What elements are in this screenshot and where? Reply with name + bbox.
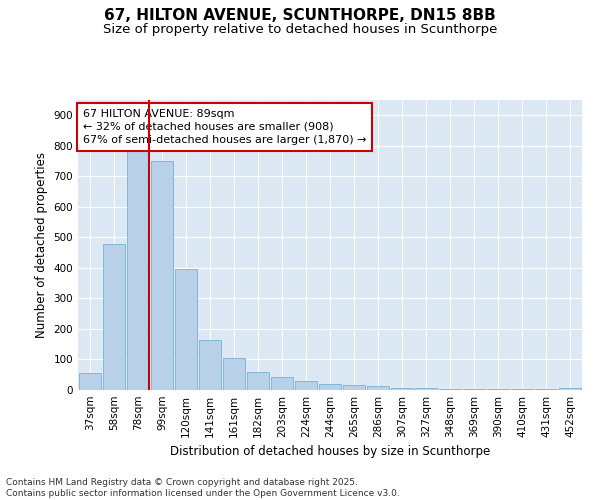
Bar: [535, 389, 557, 390]
Bar: [223, 358, 245, 390]
Bar: [367, 386, 389, 390]
Text: Size of property relative to detached houses in Scunthorpe: Size of property relative to detached ho…: [103, 22, 497, 36]
Y-axis label: Number of detached properties: Number of detached properties: [35, 152, 48, 338]
Bar: [175, 270, 197, 390]
Bar: [463, 389, 485, 390]
Text: Contains HM Land Registry data © Crown copyright and database right 2025.
Contai: Contains HM Land Registry data © Crown c…: [6, 478, 400, 498]
Bar: [391, 388, 413, 390]
Bar: [511, 389, 533, 390]
Bar: [295, 381, 317, 390]
Bar: [271, 377, 293, 390]
Bar: [103, 244, 125, 390]
Bar: [127, 134, 149, 390]
Bar: [199, 340, 221, 390]
Bar: [415, 388, 437, 390]
Bar: [319, 384, 341, 390]
Bar: [439, 389, 461, 390]
X-axis label: Distribution of detached houses by size in Scunthorpe: Distribution of detached houses by size …: [170, 446, 490, 458]
Text: 67, HILTON AVENUE, SCUNTHORPE, DN15 8BB: 67, HILTON AVENUE, SCUNTHORPE, DN15 8BB: [104, 8, 496, 22]
Bar: [151, 161, 173, 390]
Bar: [343, 384, 365, 390]
Bar: [487, 389, 509, 390]
Bar: [559, 388, 581, 390]
Bar: [79, 373, 101, 390]
Bar: [247, 372, 269, 390]
Text: 67 HILTON AVENUE: 89sqm
← 32% of detached houses are smaller (908)
67% of semi-d: 67 HILTON AVENUE: 89sqm ← 32% of detache…: [83, 108, 367, 145]
